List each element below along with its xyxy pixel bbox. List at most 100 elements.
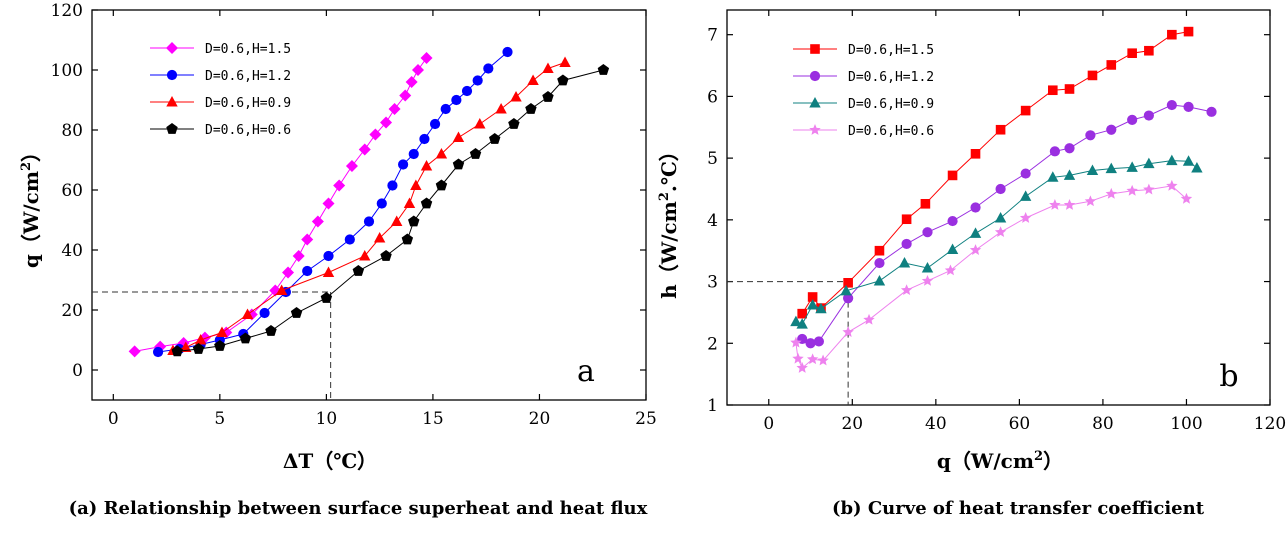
data-point xyxy=(815,302,827,314)
data-point xyxy=(1183,101,1194,112)
data-point xyxy=(790,336,802,348)
y-tick-label: 4 xyxy=(707,211,718,231)
data-point xyxy=(1105,187,1117,199)
data-point xyxy=(817,354,829,366)
data-point xyxy=(345,160,358,172)
legend-marker xyxy=(809,70,821,82)
data-point xyxy=(380,250,392,261)
data-point xyxy=(843,293,854,304)
data-point xyxy=(420,197,433,209)
data-point xyxy=(792,352,804,364)
data-point xyxy=(527,74,539,85)
data-point xyxy=(1143,157,1155,169)
data-point xyxy=(420,160,433,171)
x-tick-label: 80 xyxy=(1092,414,1114,434)
legend-label: D=0.6,H=1.2 xyxy=(848,70,934,85)
data-point xyxy=(1166,179,1178,191)
data-point xyxy=(1047,171,1059,182)
legend-marker xyxy=(166,69,178,81)
y-tick-label: 6 xyxy=(707,87,718,107)
data-point xyxy=(405,76,418,88)
y-tick-label: 60 xyxy=(61,181,83,201)
data-point xyxy=(1191,162,1203,173)
data-point xyxy=(1144,45,1154,56)
data-point xyxy=(797,308,807,319)
data-point xyxy=(1182,155,1195,166)
data-point xyxy=(391,215,403,226)
data-point xyxy=(451,94,462,106)
data-point xyxy=(805,338,816,349)
data-point xyxy=(970,202,981,213)
data-point xyxy=(1105,162,1117,174)
series-3 xyxy=(790,154,1203,329)
data-point xyxy=(1206,106,1217,117)
data-point xyxy=(290,307,303,318)
data-point xyxy=(323,250,334,262)
data-point xyxy=(408,215,420,227)
x-tick-label: 10 xyxy=(316,409,338,429)
data-point xyxy=(510,91,522,102)
data-point xyxy=(435,179,448,191)
legend-marker xyxy=(166,123,178,134)
data-point xyxy=(1063,169,1076,180)
data-point xyxy=(440,103,451,115)
data-point xyxy=(1127,114,1138,125)
data-point xyxy=(525,103,537,114)
panel-letter-b: b xyxy=(1219,359,1238,394)
y-tick-label: 3 xyxy=(707,273,718,293)
data-point xyxy=(495,103,507,114)
series-4 xyxy=(790,179,1193,373)
data-point xyxy=(840,284,852,296)
x-tick-label: 25 xyxy=(635,409,657,429)
data-point xyxy=(1126,161,1138,172)
legend-b: D=0.6,H=1.5 D=0.6,H=1.2 D=0.6,H=0.9 D=0.6,H… xyxy=(793,43,934,139)
data-point xyxy=(301,233,314,246)
data-point xyxy=(410,179,422,190)
legend-label: D=0.6,H=1.2 xyxy=(205,69,291,84)
data-point xyxy=(363,216,375,227)
data-point xyxy=(796,318,808,329)
y-tick-label: 120 xyxy=(51,1,83,21)
data-point xyxy=(843,277,853,288)
data-point xyxy=(1106,124,1117,135)
data-point xyxy=(946,243,959,254)
tick-labels-a: 0 5 10 15 20 25 0 20 40 60 80 100 120 xyxy=(51,1,657,429)
legend-marker xyxy=(809,124,821,135)
y-tick-label: 40 xyxy=(61,241,83,261)
data-point xyxy=(408,148,419,160)
data-point xyxy=(1064,143,1075,154)
legend-label: D=0.6,H=1.5 xyxy=(205,42,291,57)
data-point xyxy=(171,345,183,357)
series-3 xyxy=(167,56,571,355)
data-point xyxy=(994,211,1007,223)
data-point xyxy=(401,233,414,245)
data-point xyxy=(508,118,520,129)
data-point xyxy=(502,46,513,58)
caption-a: (a) Relationship between surface superhe… xyxy=(69,498,648,519)
x-tick-label: 120 xyxy=(1254,414,1286,434)
data-point xyxy=(419,133,430,145)
series-2 xyxy=(797,99,1217,349)
series-group-a xyxy=(128,46,610,358)
y-tick-label: 7 xyxy=(707,26,718,46)
plot-area-a xyxy=(91,9,647,401)
series-line xyxy=(795,160,1198,325)
data-point xyxy=(399,89,412,102)
data-point xyxy=(1183,26,1194,37)
data-point xyxy=(1166,154,1178,166)
legend-a: D=0.6,H=1.5 D=0.6,H=1.2 D=0.6,H=0.9 D=0.6,H… xyxy=(150,42,291,138)
x-tick-label: 0 xyxy=(108,409,119,429)
data-point xyxy=(922,227,933,238)
data-point xyxy=(452,131,465,142)
data-point xyxy=(557,74,569,86)
data-point xyxy=(1086,164,1099,175)
data-point xyxy=(322,197,335,210)
data-point xyxy=(920,198,931,209)
data-point xyxy=(873,274,886,286)
data-point xyxy=(322,266,335,277)
series-4 xyxy=(171,64,610,357)
data-point xyxy=(796,361,808,373)
